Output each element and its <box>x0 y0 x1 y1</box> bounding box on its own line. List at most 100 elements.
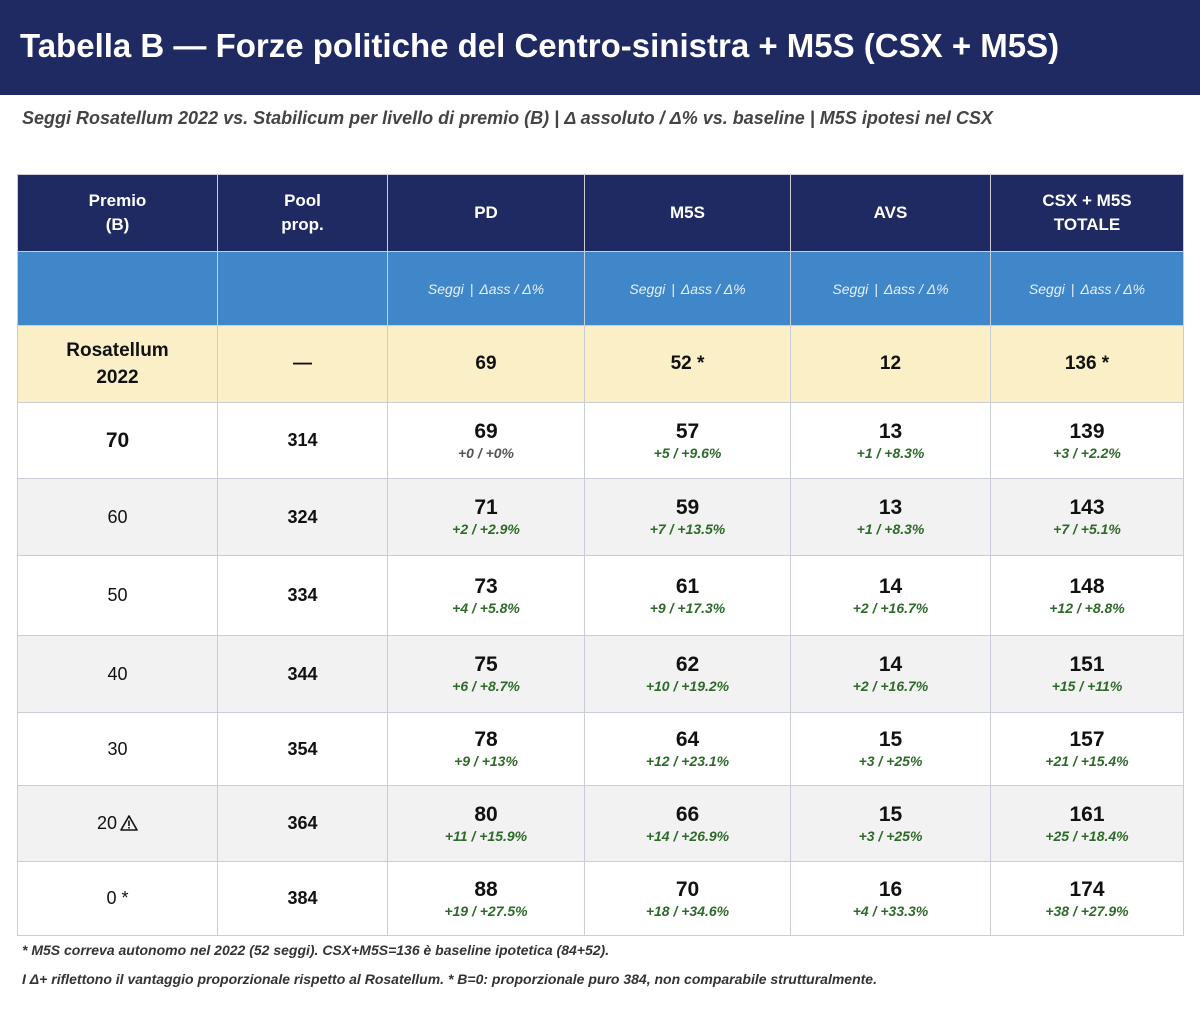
cell-tot: 161 +25 / +18.4% <box>990 785 1184 862</box>
tot-seats: 139 <box>1069 419 1105 443</box>
cell-tot: 157 +21 / +15.4% <box>990 712 1184 786</box>
subheader-seggi: Seggi <box>1028 280 1065 297</box>
avs-seats: 15 <box>878 802 903 826</box>
premio-value: 30 <box>107 738 128 759</box>
baseline-total: 136 * <box>990 325 1184 403</box>
avs-delta: +1 / +8.3% <box>856 444 925 461</box>
header-total-line2: TOTALE <box>1053 215 1121 234</box>
tot-delta: +15 / +11% <box>1051 678 1123 694</box>
subheader-delta: Δass / Δ% <box>479 280 545 297</box>
cell-avs: 14 +2 / +16.7% <box>790 635 991 713</box>
tot-delta: +25 / +18.4% <box>1045 827 1129 844</box>
cell-m5s: 57 +5 / +9.6% <box>584 402 791 479</box>
pd-seats: 69 <box>474 419 498 443</box>
subheader-delta: Δass / Δ% <box>883 280 949 297</box>
tot-seats: 148 <box>1069 574 1105 598</box>
tot-seats: 143 <box>1069 496 1105 519</box>
cell-m5s: 64 +12 / +23.1% <box>584 712 791 786</box>
header-pd: PD <box>387 174 585 252</box>
data-rows: 70 314 69 +0 / +0% 57 +5 / +9.6% 13 +1 / +8.3% 1… <box>17 402 1184 936</box>
header-premio: Premio (B) <box>17 174 218 252</box>
tot-delta: +7 / +5.1% <box>1053 521 1121 537</box>
cell-m5s: 66 +14 / +26.9% <box>584 785 791 862</box>
table-row: 50 334 73 +4 / +5.8% 61 +9 / +17.3% 14 +2 / +16… <box>17 555 1184 636</box>
cell-tot: 139 +3 / +2.2% <box>990 402 1184 479</box>
subheader-sep: | <box>874 280 878 297</box>
footnote-1: * M5S correva autonomo nel 2022 (52 segg… <box>22 942 610 958</box>
table-row: 70 314 69 +0 / +0% 57 +5 / +9.6% 13 +1 / +8.3% 1… <box>17 402 1184 479</box>
tot-seats: 151 <box>1069 653 1105 676</box>
premio-value: 20 <box>96 813 118 833</box>
tot-delta: +12 / +8.8% <box>1049 599 1125 616</box>
pd-delta: +9 / +13% <box>454 753 518 769</box>
pd-delta: +11 / +15.9% <box>444 827 528 844</box>
avs-seats: 16 <box>878 877 903 901</box>
page-title: Tabella B — Forze politiche del Centro-s… <box>20 27 1060 64</box>
subheader-empty-pool <box>217 251 388 326</box>
cell-tot: 143 +7 / +5.1% <box>990 478 1184 556</box>
baseline-label-line1: Rosatellum <box>66 340 169 361</box>
table-row: 60 324 71 +2 / +2.9% 59 +7 / +13.5% 13 +1 / +8.… <box>17 478 1184 556</box>
pd-seats: 73 <box>474 574 498 598</box>
premio-value: 70 <box>105 428 130 452</box>
m5s-delta: +5 / +9.6% <box>653 444 722 461</box>
header-pool-line2: prop. <box>281 215 324 234</box>
cell-pool: 324 <box>217 478 388 556</box>
m5s-delta: +9 / +17.3% <box>649 599 726 616</box>
header-premio-line2: (B) <box>105 215 130 234</box>
m5s-delta: +12 / +23.1% <box>645 753 730 769</box>
table-row: 0 * 384 88 +19 / +27.5% 70 +18 / +34.6% 16 +4 /… <box>17 861 1184 936</box>
cell-pool: 364 <box>217 785 388 862</box>
cell-pool: 344 <box>217 635 388 713</box>
subheader-seggi: Seggi <box>832 280 869 297</box>
m5s-seats: 66 <box>675 802 700 826</box>
header-total: CSX + M5S TOTALE <box>990 174 1184 252</box>
subheader-m5s: Seggi | Δass / Δ% <box>584 251 791 326</box>
subheader-seggi: Seggi <box>427 280 464 297</box>
pd-seats: 78 <box>474 728 498 751</box>
avs-seats: 15 <box>878 728 903 751</box>
page-subtitle: Seggi Rosatellum 2022 vs. Stabilicum per… <box>22 108 993 128</box>
cell-premio: 30 <box>17 712 218 786</box>
baseline-pool: — <box>217 325 388 403</box>
cell-avs: 13 +1 / +8.3% <box>790 478 991 556</box>
cell-premio: 70 <box>17 402 218 479</box>
avs-delta: +3 / +25% <box>858 827 923 844</box>
baseline-label: Rosatellum 2022 <box>17 325 218 403</box>
avs-delta: +2 / +16.7% <box>852 678 929 694</box>
table-row: 20 364 80 +11 / +15.9% 66 +14 / +26.9% 15 +3 / … <box>17 785 1184 862</box>
pd-seats: 88 <box>474 877 498 901</box>
m5s-delta: +14 / +26.9% <box>645 827 730 844</box>
header-row: Premio (B) Pool prop. PD M5S AVS CSX + M… <box>17 174 1184 252</box>
tot-seats: 174 <box>1069 877 1105 901</box>
m5s-seats: 70 <box>675 877 700 901</box>
pd-seats: 75 <box>474 653 498 676</box>
title-bar: Tabella B — Forze politiche del Centro-s… <box>0 0 1200 95</box>
header-total-line1: CSX + M5S <box>1042 191 1132 210</box>
pd-delta: +4 / +5.8% <box>452 599 520 616</box>
cell-tot: 174 +38 / +27.9% <box>990 861 1184 936</box>
cell-pd: 80 +11 / +15.9% <box>387 785 585 862</box>
tot-delta: +3 / +2.2% <box>1053 444 1121 461</box>
cell-avs: 15 +3 / +25% <box>790 785 991 862</box>
pd-seats: 80 <box>474 802 498 826</box>
cell-tot: 148 +12 / +8.8% <box>990 555 1184 636</box>
tot-seats: 161 <box>1069 802 1105 826</box>
m5s-seats: 61 <box>675 574 700 598</box>
m5s-delta: +10 / +19.2% <box>645 678 730 694</box>
premio-value: 40 <box>107 663 128 684</box>
pd-delta: +0 / +0% <box>457 444 515 461</box>
cell-pd: 88 +19 / +27.5% <box>387 861 585 936</box>
cell-pd: 75 +6 / +8.7% <box>387 635 585 713</box>
cell-premio: 60 <box>17 478 218 556</box>
subheader-delta: Δass / Δ% <box>680 280 746 297</box>
footnote-2: I Δ+ riflettono il vantaggio proporziona… <box>22 971 877 987</box>
tot-delta: +38 / +27.9% <box>1045 902 1129 919</box>
baseline-pd: 69 <box>387 325 585 403</box>
baseline-m5s: 52 * <box>584 325 791 403</box>
subheader-sep: | <box>1070 280 1075 297</box>
header-m5s: M5S <box>584 174 791 252</box>
subheader-empty-premio <box>17 251 218 326</box>
avs-seats: 14 <box>878 574 903 598</box>
baseline-row: Rosatellum 2022 — 69 52 * 12 136 * <box>17 325 1184 403</box>
